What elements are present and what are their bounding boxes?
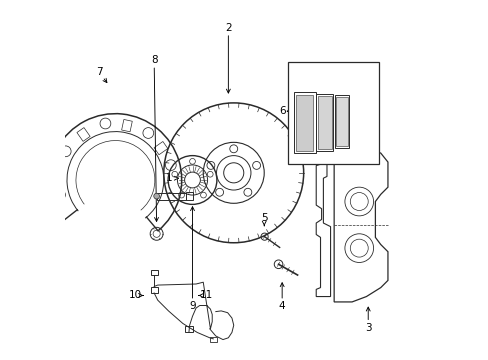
Bar xyxy=(156,193,186,200)
Text: 9: 9 xyxy=(189,301,195,311)
Bar xyxy=(209,337,217,342)
Bar xyxy=(186,192,192,201)
Polygon shape xyxy=(336,97,347,145)
Polygon shape xyxy=(317,96,331,149)
Text: 3: 3 xyxy=(364,323,371,333)
Text: 5: 5 xyxy=(261,213,267,222)
Text: 1: 1 xyxy=(165,173,172,183)
Bar xyxy=(287,62,378,164)
Text: 7: 7 xyxy=(96,67,102,77)
Bar xyxy=(150,287,158,293)
Text: 11: 11 xyxy=(200,291,213,301)
Polygon shape xyxy=(296,95,313,150)
Circle shape xyxy=(153,193,159,199)
Text: 6: 6 xyxy=(278,106,285,116)
Text: 4: 4 xyxy=(278,301,285,311)
Bar xyxy=(150,270,158,275)
Bar xyxy=(184,326,193,332)
Text: 8: 8 xyxy=(150,55,157,65)
Text: 10: 10 xyxy=(128,291,142,301)
Text: 2: 2 xyxy=(224,23,231,33)
